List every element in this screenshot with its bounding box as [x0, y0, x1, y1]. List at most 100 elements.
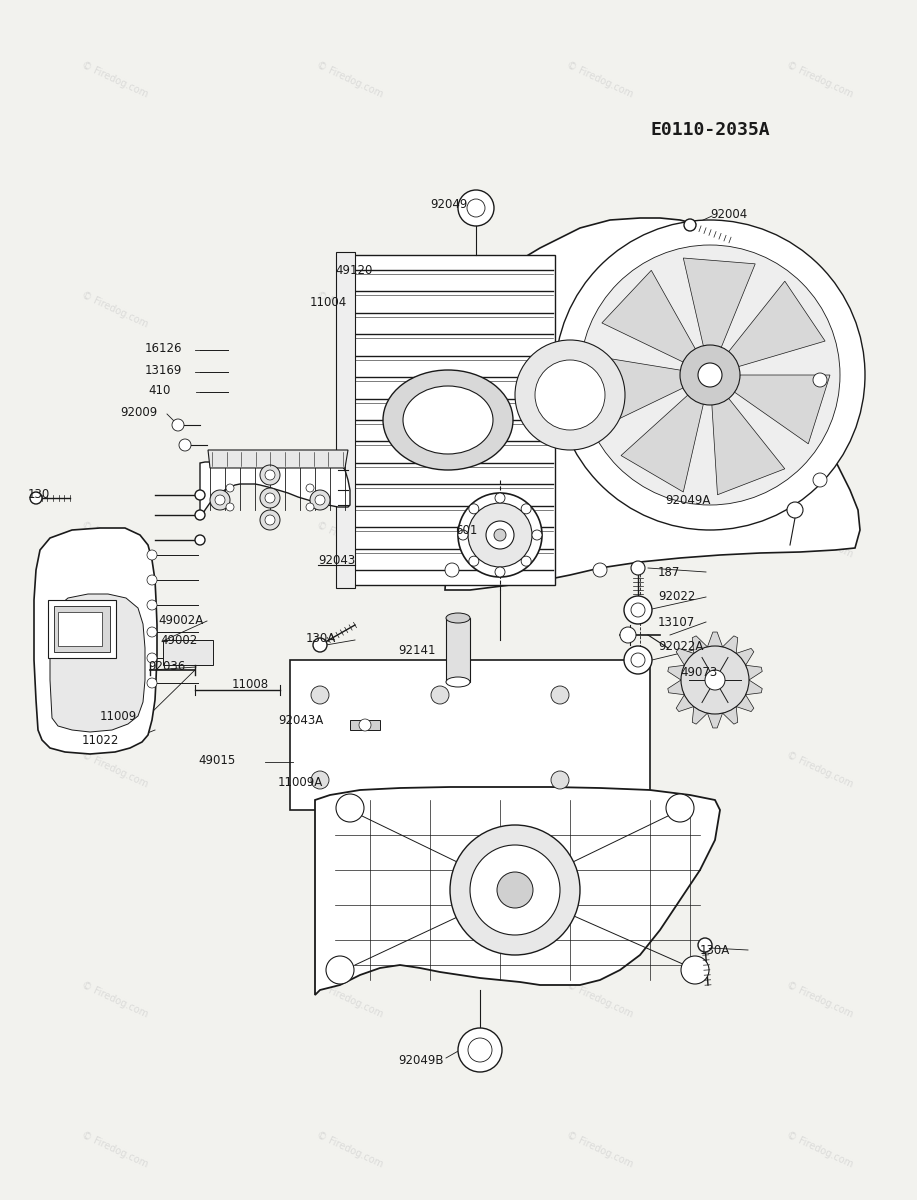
Ellipse shape — [446, 677, 470, 686]
Circle shape — [486, 521, 514, 550]
Circle shape — [147, 678, 157, 688]
Polygon shape — [692, 636, 707, 654]
Text: © Firedog.com: © Firedog.com — [80, 980, 149, 1020]
Bar — [350, 720, 380, 730]
Circle shape — [306, 484, 314, 492]
Text: 11004: 11004 — [310, 296, 348, 310]
Text: © Firedog.com: © Firedog.com — [785, 290, 855, 330]
Circle shape — [620, 626, 636, 643]
Circle shape — [226, 503, 234, 511]
Text: © Firedog.com: © Firedog.com — [80, 1130, 149, 1170]
Text: © Firedog.com: © Firedog.com — [565, 60, 635, 100]
Text: 92036: 92036 — [148, 660, 185, 672]
Circle shape — [179, 439, 191, 451]
Circle shape — [698, 362, 722, 386]
Circle shape — [226, 484, 234, 492]
Text: © Firedog.com: © Firedog.com — [80, 750, 149, 790]
Text: © Firedog.com: © Firedog.com — [565, 290, 635, 330]
Text: 49120: 49120 — [335, 264, 372, 276]
Polygon shape — [683, 258, 756, 347]
Text: © Firedog.com: © Firedog.com — [785, 521, 855, 559]
Polygon shape — [746, 680, 762, 695]
Polygon shape — [723, 636, 738, 654]
Circle shape — [30, 492, 42, 504]
Circle shape — [467, 199, 485, 217]
Circle shape — [470, 845, 560, 935]
Text: 49002A: 49002A — [158, 613, 204, 626]
Polygon shape — [746, 665, 762, 680]
Circle shape — [265, 470, 275, 480]
Circle shape — [813, 373, 827, 386]
Text: 92004: 92004 — [710, 209, 747, 222]
Text: © Firedog.com: © Firedog.com — [785, 1130, 855, 1170]
Circle shape — [515, 340, 625, 450]
Circle shape — [147, 600, 157, 610]
Circle shape — [147, 626, 157, 637]
Circle shape — [631, 602, 645, 617]
Bar — [290, 660, 650, 810]
Circle shape — [260, 510, 280, 530]
Polygon shape — [668, 680, 684, 695]
Circle shape — [265, 515, 275, 526]
Circle shape — [495, 566, 505, 577]
Text: © Firedog.com: © Firedog.com — [565, 750, 635, 790]
Circle shape — [195, 535, 205, 545]
Circle shape — [551, 770, 569, 790]
Text: 130A: 130A — [700, 943, 730, 956]
Polygon shape — [707, 713, 723, 728]
Polygon shape — [34, 528, 157, 754]
Text: © Firedog.com: © Firedog.com — [785, 980, 855, 1020]
Circle shape — [215, 494, 225, 505]
Text: 92022A: 92022A — [658, 641, 703, 654]
Polygon shape — [712, 398, 785, 494]
Text: 130A: 130A — [306, 631, 337, 644]
Text: © Firedog.com: © Firedog.com — [80, 521, 149, 559]
Polygon shape — [729, 281, 825, 366]
Text: 49015: 49015 — [198, 754, 236, 767]
Text: 11022: 11022 — [82, 733, 119, 746]
Text: 130: 130 — [28, 488, 50, 502]
Polygon shape — [707, 632, 723, 647]
Polygon shape — [336, 252, 355, 588]
Text: © Firedog.com: © Firedog.com — [315, 290, 385, 330]
Circle shape — [624, 646, 652, 674]
Circle shape — [813, 473, 827, 487]
Text: 92043: 92043 — [318, 553, 355, 566]
Circle shape — [535, 360, 605, 430]
Circle shape — [326, 956, 354, 984]
Text: © Firedog.com: © Firedog.com — [315, 1130, 385, 1170]
Circle shape — [593, 563, 607, 577]
Text: E0110-2035A: E0110-2035A — [650, 121, 769, 139]
Text: © Firedog.com: © Firedog.com — [785, 60, 855, 100]
Circle shape — [468, 503, 532, 566]
Circle shape — [306, 503, 314, 511]
Polygon shape — [676, 695, 694, 712]
Text: 601: 601 — [455, 523, 478, 536]
Circle shape — [445, 563, 459, 577]
Circle shape — [666, 794, 694, 822]
Text: © Firedog.com: © Firedog.com — [315, 521, 385, 559]
Circle shape — [580, 245, 840, 505]
Text: 11008: 11008 — [232, 678, 269, 691]
Polygon shape — [208, 450, 348, 468]
Text: 16126: 16126 — [145, 342, 182, 354]
Text: © Firedog.com: © Firedog.com — [565, 980, 635, 1020]
Text: © Firedog.com: © Firedog.com — [315, 980, 385, 1020]
Polygon shape — [668, 665, 684, 680]
Polygon shape — [340, 254, 555, 584]
Circle shape — [494, 529, 506, 541]
Polygon shape — [735, 374, 830, 444]
Circle shape — [315, 494, 325, 505]
Circle shape — [631, 560, 645, 575]
Text: 92049A: 92049A — [665, 493, 711, 506]
Polygon shape — [723, 707, 738, 724]
Circle shape — [631, 653, 645, 667]
Ellipse shape — [403, 386, 493, 454]
Text: 410: 410 — [148, 384, 171, 396]
Text: 11009: 11009 — [100, 709, 138, 722]
Text: © Firedog.com: © Firedog.com — [80, 290, 149, 330]
Circle shape — [555, 220, 865, 530]
Bar — [58, 612, 102, 646]
Circle shape — [495, 493, 505, 503]
Circle shape — [311, 686, 329, 704]
